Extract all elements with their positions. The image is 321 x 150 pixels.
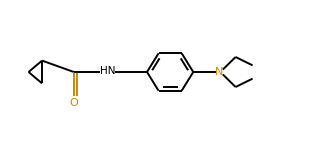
Text: N: N bbox=[215, 67, 223, 77]
Text: HN: HN bbox=[100, 66, 115, 75]
Text: O: O bbox=[69, 98, 78, 108]
